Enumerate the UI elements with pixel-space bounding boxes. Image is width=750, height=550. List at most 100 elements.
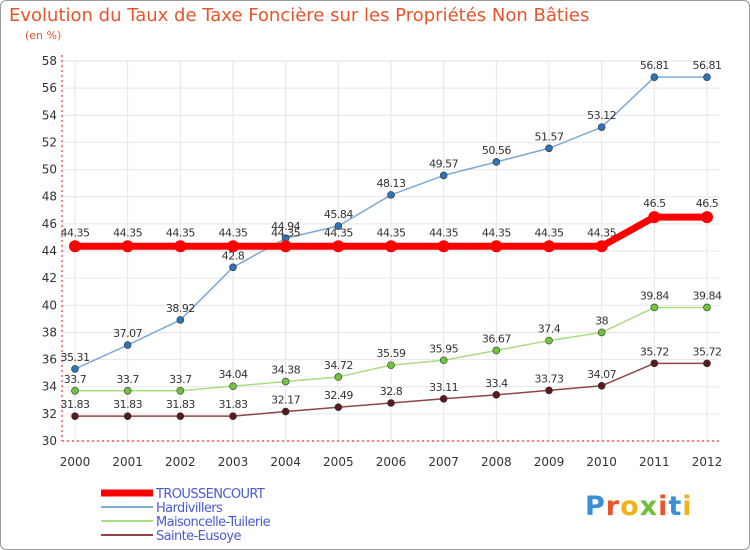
data-point bbox=[490, 240, 503, 253]
data-label: 34.04 bbox=[219, 368, 248, 381]
data-label: 51.57 bbox=[535, 130, 564, 143]
data-point bbox=[439, 394, 448, 403]
data-label: 35.95 bbox=[429, 342, 458, 355]
data-label: 44.35 bbox=[587, 226, 616, 239]
data-label: 44.35 bbox=[113, 226, 142, 239]
data-label: 33.73 bbox=[535, 372, 564, 385]
data-label: 44.35 bbox=[166, 226, 195, 239]
data-point bbox=[437, 240, 450, 253]
data-point bbox=[492, 391, 501, 399]
data-point bbox=[703, 303, 711, 312]
data-label: 45.84 bbox=[324, 208, 353, 221]
x-tick-label: 2003 bbox=[218, 455, 249, 469]
data-label: 31.83 bbox=[61, 398, 90, 411]
y-tick-label: 46 bbox=[42, 217, 57, 231]
data-label: 56.81 bbox=[693, 59, 722, 72]
data-point bbox=[281, 377, 290, 386]
legend-label: TROUSSENCOURT bbox=[155, 487, 265, 502]
y-tick-label: 30 bbox=[42, 434, 57, 448]
data-point bbox=[650, 73, 659, 81]
data-point bbox=[387, 399, 395, 407]
data-label: 44.35 bbox=[219, 226, 248, 239]
data-point bbox=[176, 386, 185, 395]
y-tick-label: 48 bbox=[42, 190, 57, 204]
data-point bbox=[334, 403, 343, 412]
data-label: 38 bbox=[595, 314, 608, 327]
y-tick-label: 44 bbox=[42, 244, 57, 258]
data-point bbox=[123, 386, 132, 395]
data-point bbox=[650, 359, 659, 368]
data-point bbox=[492, 346, 501, 355]
data-label: 31.83 bbox=[166, 398, 195, 411]
data-label: 34.38 bbox=[271, 364, 300, 377]
data-point bbox=[123, 412, 132, 420]
x-tick-label: 2009 bbox=[534, 455, 565, 469]
x-tick-label: 2002 bbox=[165, 455, 196, 469]
y-tick-label: 50 bbox=[42, 163, 57, 177]
x-tick-label: 2000 bbox=[60, 455, 91, 469]
data-label: 35.59 bbox=[377, 347, 406, 360]
data-point bbox=[387, 191, 395, 199]
x-tick-label: 2005 bbox=[323, 455, 354, 469]
data-label: 46.5 bbox=[643, 197, 666, 210]
data-point bbox=[597, 123, 606, 132]
proxiti-logo: Proxiti bbox=[585, 491, 693, 522]
legend-label: Sainte-Eusoye bbox=[156, 529, 242, 544]
data-label: 34.07 bbox=[587, 368, 616, 381]
y-tick-label: 42 bbox=[42, 271, 57, 285]
data-point bbox=[176, 412, 185, 420]
data-point bbox=[648, 211, 661, 224]
y-tick-label: 54 bbox=[42, 108, 57, 122]
data-label: 33.7 bbox=[64, 373, 87, 386]
data-point bbox=[650, 303, 659, 312]
y-tick-label: 38 bbox=[42, 325, 57, 339]
y-tick-label: 36 bbox=[42, 353, 57, 367]
data-label: 33.4 bbox=[485, 377, 508, 390]
data-label: 33.11 bbox=[429, 381, 458, 394]
data-point bbox=[597, 328, 606, 337]
data-point bbox=[701, 211, 713, 224]
data-label: 39.84 bbox=[693, 289, 722, 302]
data-point bbox=[71, 365, 79, 373]
data-point bbox=[123, 341, 132, 349]
y-tick-label: 52 bbox=[42, 135, 57, 149]
data-label: 44.35 bbox=[482, 226, 511, 239]
data-label: 33.7 bbox=[116, 373, 139, 386]
data-point bbox=[332, 240, 345, 253]
chart-title: Evolution du Taux de Taxe Foncière sur l… bbox=[9, 5, 590, 26]
data-label: 49.57 bbox=[429, 157, 458, 170]
data-label: 32.49 bbox=[324, 389, 353, 402]
data-point bbox=[227, 240, 239, 253]
x-tick-label: 2001 bbox=[112, 455, 143, 469]
x-tick-label: 2004 bbox=[270, 455, 301, 469]
x-tick-label: 2006 bbox=[376, 455, 407, 469]
data-point bbox=[334, 222, 343, 230]
y-tick-label: 32 bbox=[42, 407, 57, 421]
data-point bbox=[545, 386, 553, 395]
data-label: 32.8 bbox=[380, 385, 403, 398]
y-unit-label: (en %) bbox=[25, 29, 62, 42]
data-point bbox=[281, 407, 290, 416]
data-label: 48.13 bbox=[377, 177, 406, 190]
data-point bbox=[387, 361, 395, 369]
x-tick-label: 2012 bbox=[692, 455, 723, 469]
data-label: 50.56 bbox=[482, 144, 511, 157]
data-point bbox=[71, 412, 79, 420]
y-tick-label: 56 bbox=[42, 81, 57, 95]
data-point bbox=[545, 336, 553, 345]
data-label: 44.35 bbox=[324, 226, 353, 239]
data-label: 37.4 bbox=[538, 323, 561, 336]
data-point bbox=[279, 240, 292, 253]
data-point bbox=[597, 381, 606, 390]
data-label: 46.5 bbox=[696, 197, 719, 210]
data-label: 44.35 bbox=[377, 226, 406, 239]
data-label: 44.35 bbox=[535, 226, 564, 239]
legend-label: Maisoncelle-Tuilerie bbox=[156, 515, 271, 530]
data-point bbox=[229, 382, 237, 390]
data-label: 39.84 bbox=[640, 289, 669, 302]
x-tick-label: 2011 bbox=[639, 455, 670, 469]
x-tick-label: 2007 bbox=[428, 455, 459, 469]
data-point bbox=[385, 240, 397, 253]
data-label: 33.7 bbox=[169, 373, 192, 386]
